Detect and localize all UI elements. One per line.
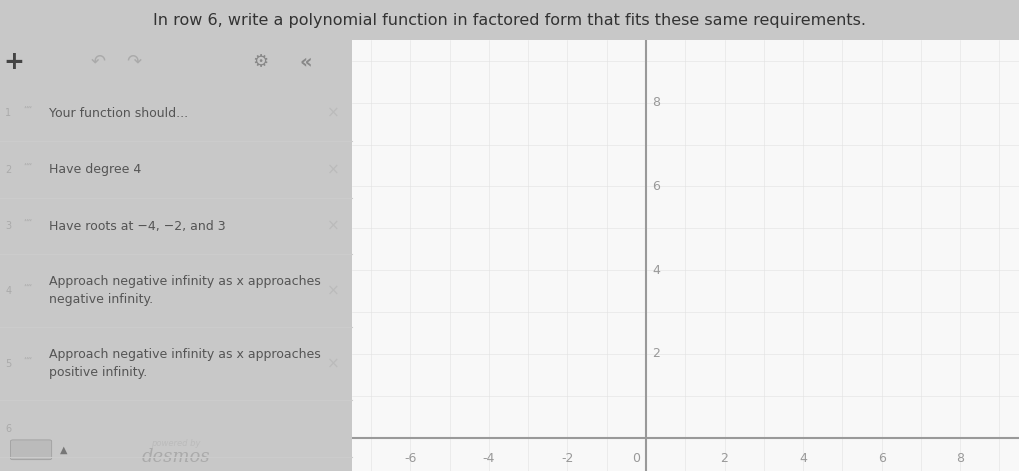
Text: 5: 5 bbox=[5, 359, 11, 369]
Text: 8: 8 bbox=[652, 96, 660, 109]
Text: ““: ““ bbox=[23, 357, 33, 366]
Text: 6: 6 bbox=[5, 423, 11, 434]
Text: Have degree 4: Have degree 4 bbox=[49, 163, 142, 176]
Text: ×: × bbox=[327, 284, 339, 298]
Text: powered by: powered by bbox=[151, 439, 201, 448]
Text: -4: -4 bbox=[483, 452, 495, 465]
Text: Your function should...: Your function should... bbox=[49, 106, 189, 120]
Text: ▲: ▲ bbox=[60, 445, 68, 455]
Text: Have roots at −4, −2, and 3: Have roots at −4, −2, and 3 bbox=[49, 219, 225, 233]
Text: desmos: desmos bbox=[142, 448, 210, 466]
Text: Approach negative infinity as x approaches
positive infinity.: Approach negative infinity as x approach… bbox=[49, 349, 321, 379]
Text: ↶: ↶ bbox=[91, 52, 106, 71]
Text: ×: × bbox=[327, 162, 339, 177]
Text: 2: 2 bbox=[720, 452, 729, 465]
Text: 1: 1 bbox=[5, 108, 11, 118]
Text: 3: 3 bbox=[5, 221, 11, 231]
Text: -2: -2 bbox=[561, 452, 574, 465]
Text: ↷: ↷ bbox=[126, 52, 142, 71]
Text: ““: ““ bbox=[23, 219, 33, 228]
Text: ×: × bbox=[327, 357, 339, 371]
Text: 4: 4 bbox=[652, 264, 659, 276]
Text: «: « bbox=[300, 52, 312, 71]
Text: 6: 6 bbox=[877, 452, 886, 465]
Text: 2: 2 bbox=[5, 164, 11, 175]
Text: 0: 0 bbox=[632, 452, 640, 465]
Text: 6: 6 bbox=[652, 180, 659, 193]
Text: ““: ““ bbox=[23, 284, 33, 293]
Text: 2: 2 bbox=[652, 347, 659, 360]
Text: ×: × bbox=[327, 106, 339, 121]
Text: 4: 4 bbox=[799, 452, 807, 465]
Text: ×: × bbox=[327, 219, 339, 234]
Text: 8: 8 bbox=[956, 452, 964, 465]
Text: ““: ““ bbox=[23, 106, 33, 115]
Text: -6: -6 bbox=[405, 452, 417, 465]
Text: In row 6, write a polynomial function in factored form that fits these same requ: In row 6, write a polynomial function in… bbox=[153, 13, 866, 27]
Text: ““: ““ bbox=[23, 162, 33, 172]
Text: +: + bbox=[4, 49, 24, 73]
Text: Approach negative infinity as x approaches
negative infinity.: Approach negative infinity as x approach… bbox=[49, 276, 321, 306]
Text: 4: 4 bbox=[5, 286, 11, 296]
Text: ⚙: ⚙ bbox=[252, 52, 268, 71]
FancyBboxPatch shape bbox=[10, 440, 52, 460]
